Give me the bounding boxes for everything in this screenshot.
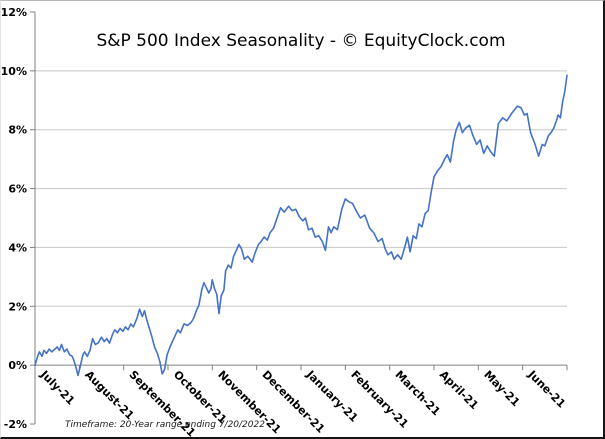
- seasonality-series-line: [34, 74, 568, 377]
- y-tick-label: 6%: [8, 183, 27, 196]
- y-tick-label: 12%: [1, 6, 27, 19]
- y-tick-label: 10%: [1, 65, 27, 78]
- chart-footnote: Timeframe: 20-Year range ending 7/20/202…: [65, 420, 265, 430]
- y-tick-label: 2%: [8, 300, 27, 313]
- x-tick-label: May-21: [481, 368, 522, 409]
- y-tick-label: 0%: [8, 359, 27, 372]
- y-tick-label: 8%: [8, 124, 27, 137]
- x-tick-label: June-21: [525, 367, 568, 410]
- y-tick-label: 4%: [8, 241, 27, 254]
- chart-title: S&P 500 Index Seasonality - © EquityCloc…: [96, 31, 506, 51]
- x-tick-label: July-21: [37, 367, 77, 407]
- y-tick-label: -2%: [4, 418, 27, 431]
- x-tick-label: April-21: [437, 368, 481, 412]
